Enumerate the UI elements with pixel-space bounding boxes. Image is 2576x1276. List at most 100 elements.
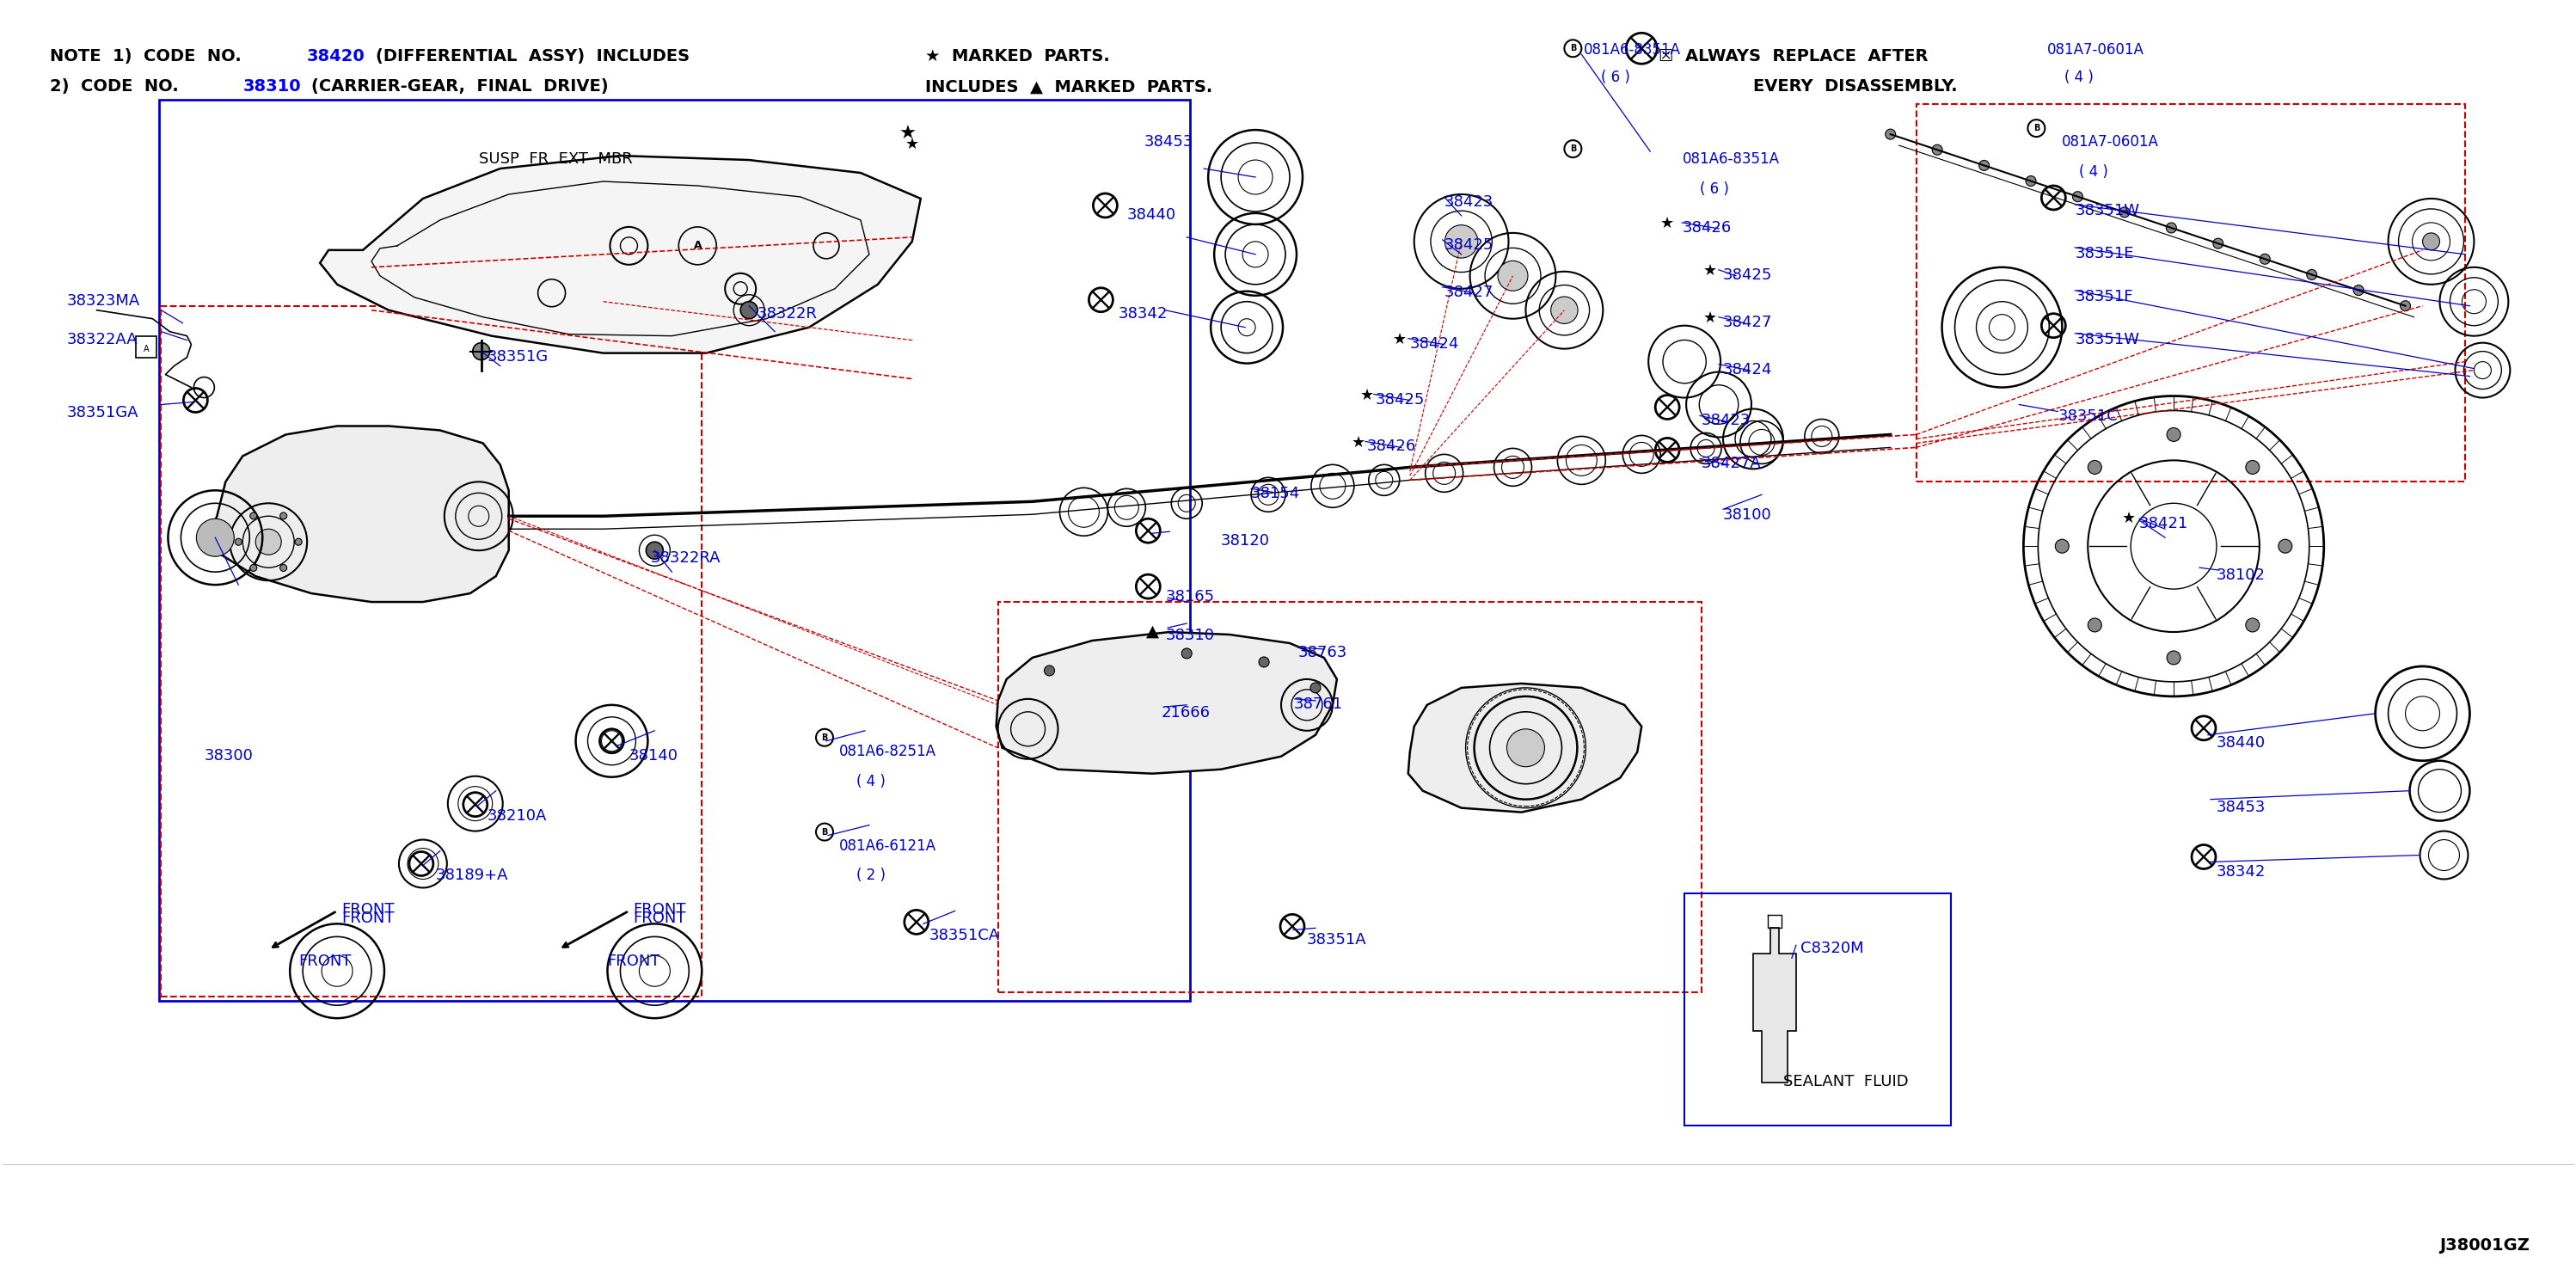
Text: 38140: 38140 bbox=[629, 748, 677, 763]
Text: 38189+A: 38189+A bbox=[435, 868, 507, 883]
Text: B: B bbox=[2032, 124, 2040, 133]
Text: ▲: ▲ bbox=[1146, 624, 1159, 639]
Text: FRONT: FRONT bbox=[343, 911, 394, 926]
Text: 38342: 38342 bbox=[1118, 306, 1167, 322]
Text: C8320M: C8320M bbox=[1801, 940, 1862, 957]
Circle shape bbox=[296, 538, 301, 545]
Text: ( 4 ): ( 4 ) bbox=[2066, 70, 2094, 85]
Circle shape bbox=[2246, 618, 2259, 632]
Text: 38342: 38342 bbox=[2215, 864, 2267, 879]
Circle shape bbox=[2166, 427, 2179, 441]
Polygon shape bbox=[1754, 928, 1795, 1082]
Text: EVERY  DISASSEMBLY.: EVERY DISASSEMBLY. bbox=[1754, 78, 1958, 94]
Polygon shape bbox=[211, 426, 507, 602]
Text: 38102: 38102 bbox=[2215, 568, 2264, 583]
Text: 21666: 21666 bbox=[1162, 704, 1211, 721]
Text: A: A bbox=[144, 345, 149, 353]
Circle shape bbox=[2354, 285, 2365, 296]
Text: FRONT: FRONT bbox=[634, 911, 685, 926]
Circle shape bbox=[1507, 729, 1546, 767]
Text: 38763: 38763 bbox=[1298, 644, 1347, 661]
Text: 38453: 38453 bbox=[2215, 799, 2267, 815]
Text: 38425: 38425 bbox=[1723, 267, 1772, 283]
Bar bbox=[137, 336, 157, 357]
Text: SUSP  FR  EXT  MBR: SUSP FR EXT MBR bbox=[479, 152, 631, 167]
Circle shape bbox=[255, 530, 281, 555]
Circle shape bbox=[2306, 269, 2316, 279]
Text: B: B bbox=[822, 828, 827, 836]
Text: ( 6 ): ( 6 ) bbox=[1602, 70, 1631, 85]
Circle shape bbox=[196, 519, 234, 556]
Text: 38351G: 38351G bbox=[487, 348, 549, 364]
Circle shape bbox=[2246, 461, 2259, 475]
Text: ( 2 ): ( 2 ) bbox=[855, 868, 886, 883]
Text: 38426: 38426 bbox=[1368, 439, 1417, 454]
Circle shape bbox=[2401, 301, 2411, 311]
Text: 2)  CODE  NO.: 2) CODE NO. bbox=[49, 78, 178, 94]
Bar bbox=[1917, 105, 2465, 482]
Circle shape bbox=[2074, 191, 2084, 202]
Text: 081A6-8351A: 081A6-8351A bbox=[1584, 42, 1682, 57]
Circle shape bbox=[250, 564, 258, 572]
Text: ★: ★ bbox=[1703, 263, 1718, 278]
Text: 38351CA: 38351CA bbox=[930, 928, 999, 943]
Circle shape bbox=[2421, 234, 2439, 250]
Text: 38453: 38453 bbox=[1144, 134, 1193, 149]
Text: NOTE  1)  CODE  NO.: NOTE 1) CODE NO. bbox=[49, 48, 242, 65]
Bar bbox=[997, 602, 1703, 993]
Circle shape bbox=[2213, 239, 2223, 249]
Text: B: B bbox=[1569, 144, 1577, 153]
Bar bbox=[1685, 893, 1950, 1125]
Text: ★  MARKED  PARTS.: ★ MARKED PARTS. bbox=[925, 48, 1110, 65]
Text: 38424: 38424 bbox=[1409, 336, 1458, 351]
Text: ( 4 ): ( 4 ) bbox=[855, 773, 886, 789]
Polygon shape bbox=[1409, 684, 1641, 813]
Text: 38323MA: 38323MA bbox=[67, 293, 139, 309]
Text: 38423: 38423 bbox=[1445, 194, 1494, 209]
Text: 38310: 38310 bbox=[1164, 628, 1213, 643]
Circle shape bbox=[2259, 254, 2269, 264]
Text: 38351W: 38351W bbox=[2076, 332, 2141, 347]
Text: FRONT: FRONT bbox=[608, 954, 659, 970]
Text: 38351F: 38351F bbox=[2076, 288, 2133, 304]
Text: 38210A: 38210A bbox=[487, 808, 546, 823]
Text: 38322R: 38322R bbox=[757, 306, 817, 322]
Circle shape bbox=[2277, 540, 2293, 553]
Text: ( 4 ): ( 4 ) bbox=[2079, 165, 2107, 180]
Text: 38427A: 38427A bbox=[1703, 456, 1762, 472]
Text: ★: ★ bbox=[1352, 435, 1365, 450]
Text: 081A7-0601A: 081A7-0601A bbox=[2063, 134, 2159, 149]
Text: 38426: 38426 bbox=[1682, 219, 1731, 236]
Text: 38351E: 38351E bbox=[2076, 246, 2133, 262]
Circle shape bbox=[281, 513, 286, 519]
Text: 081A6-8351A: 081A6-8351A bbox=[1682, 152, 1780, 167]
Text: 38421: 38421 bbox=[2138, 516, 2190, 532]
Circle shape bbox=[2120, 207, 2130, 217]
Text: 38440: 38440 bbox=[1126, 207, 1175, 222]
Text: ★: ★ bbox=[899, 125, 917, 143]
Text: 38300: 38300 bbox=[204, 748, 252, 763]
Text: 38420: 38420 bbox=[307, 48, 366, 65]
Text: FRONT: FRONT bbox=[299, 954, 350, 970]
Text: 38425: 38425 bbox=[1376, 392, 1425, 407]
Text: B: B bbox=[822, 734, 827, 741]
Text: 38322AA: 38322AA bbox=[67, 332, 139, 347]
Circle shape bbox=[1311, 683, 1321, 693]
Circle shape bbox=[1978, 161, 1989, 171]
Text: ★: ★ bbox=[2123, 510, 2136, 527]
Text: ★: ★ bbox=[1662, 216, 1674, 231]
Circle shape bbox=[234, 538, 242, 545]
Text: (DIFFERENTIAL  ASSY)  INCLUDES: (DIFFERENTIAL ASSY) INCLUDES bbox=[376, 48, 690, 65]
Circle shape bbox=[739, 301, 757, 319]
Polygon shape bbox=[319, 156, 920, 353]
Text: B: B bbox=[1569, 45, 1577, 52]
Text: J38001GZ: J38001GZ bbox=[2439, 1236, 2530, 1253]
Text: 38440: 38440 bbox=[2215, 735, 2267, 750]
Polygon shape bbox=[997, 632, 1337, 773]
Circle shape bbox=[1445, 225, 1479, 258]
Text: 38351W: 38351W bbox=[2076, 203, 2141, 218]
Text: 38424: 38424 bbox=[1723, 361, 1772, 378]
Circle shape bbox=[2166, 223, 2177, 234]
Circle shape bbox=[1932, 144, 1942, 154]
Text: 081A7-0601A: 081A7-0601A bbox=[2048, 42, 2146, 57]
